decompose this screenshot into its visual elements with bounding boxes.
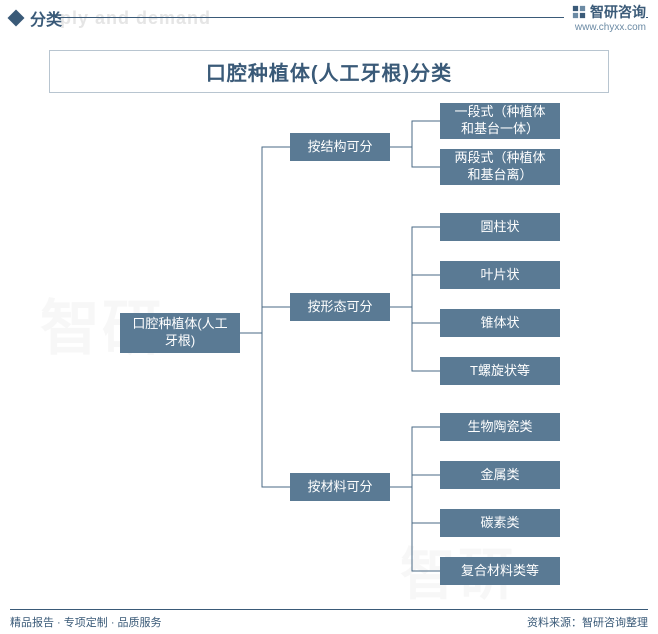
footer-left: 精品报告 · 专项定制 · 品质服务 bbox=[10, 614, 162, 630]
tree-diagram: 口腔种植体(人工 牙根)按结构可分按形态可分按材料可分一段式（种植体 和基台一体… bbox=[0, 93, 658, 583]
connector-lines bbox=[0, 93, 658, 583]
footer-right: 资料来源：智研咨询整理 bbox=[527, 614, 648, 630]
diamond-icon bbox=[8, 10, 25, 27]
section-header: 分类 bbox=[0, 0, 658, 30]
brand-name: 智研咨询 bbox=[572, 2, 646, 22]
brand-url: www.chyxx.com bbox=[572, 22, 646, 33]
brand-icon bbox=[572, 5, 586, 19]
diagram-title: 口腔种植体(人工牙根)分类 bbox=[50, 57, 608, 86]
header-label: 分类 bbox=[30, 6, 62, 30]
header-rule bbox=[55, 17, 648, 18]
footer: 精品报告 · 专项定制 · 品质服务 资料来源：智研咨询整理 bbox=[10, 609, 648, 630]
diagram-title-box: 口腔种植体(人工牙根)分类 bbox=[49, 50, 609, 93]
brand-text: 智研咨询 bbox=[590, 2, 646, 22]
brand-block: 智研咨询 www.chyxx.com bbox=[564, 2, 646, 33]
